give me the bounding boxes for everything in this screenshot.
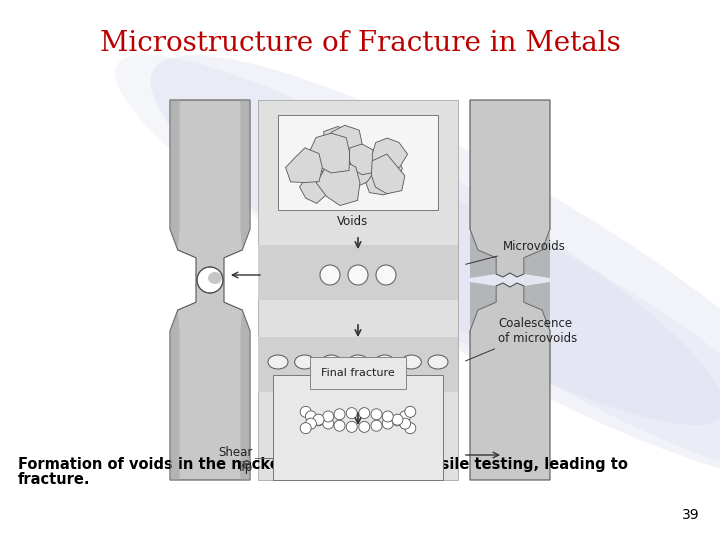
- Ellipse shape: [401, 355, 421, 369]
- Bar: [258, 100, 458, 480]
- Polygon shape: [372, 154, 405, 194]
- Circle shape: [405, 406, 416, 417]
- Circle shape: [382, 411, 393, 422]
- Ellipse shape: [428, 355, 448, 369]
- Ellipse shape: [294, 355, 315, 369]
- Circle shape: [392, 415, 403, 426]
- Circle shape: [300, 406, 311, 417]
- Circle shape: [300, 423, 311, 434]
- Polygon shape: [470, 100, 550, 277]
- Circle shape: [382, 418, 393, 429]
- Ellipse shape: [150, 55, 720, 485]
- Polygon shape: [300, 168, 331, 204]
- Circle shape: [348, 265, 368, 285]
- Text: Final fracture: Final fracture: [321, 368, 395, 378]
- Circle shape: [313, 414, 324, 425]
- Circle shape: [359, 421, 370, 433]
- Polygon shape: [372, 138, 408, 171]
- Polygon shape: [524, 229, 550, 278]
- Polygon shape: [349, 144, 376, 174]
- Circle shape: [392, 414, 403, 425]
- Text: fracture.: fracture.: [18, 472, 91, 487]
- Circle shape: [346, 408, 357, 418]
- Circle shape: [323, 411, 334, 422]
- Text: Microvoids: Microvoids: [466, 240, 566, 264]
- Polygon shape: [323, 125, 362, 163]
- Circle shape: [371, 420, 382, 431]
- Circle shape: [334, 420, 345, 431]
- Ellipse shape: [268, 355, 288, 369]
- Polygon shape: [470, 229, 496, 278]
- Bar: [278, 115, 438, 210]
- Polygon shape: [364, 164, 400, 195]
- Circle shape: [400, 411, 410, 422]
- Circle shape: [359, 408, 370, 418]
- Polygon shape: [524, 282, 550, 331]
- Circle shape: [334, 409, 345, 420]
- Ellipse shape: [115, 55, 720, 425]
- Circle shape: [405, 423, 416, 434]
- Polygon shape: [286, 148, 323, 183]
- Ellipse shape: [348, 355, 368, 369]
- Bar: [258, 337, 458, 392]
- Polygon shape: [170, 100, 250, 480]
- Text: Coalescence
of microvoids: Coalescence of microvoids: [466, 317, 577, 361]
- Ellipse shape: [321, 355, 341, 369]
- Polygon shape: [316, 159, 360, 206]
- Text: Voids: Voids: [338, 215, 369, 228]
- Circle shape: [371, 409, 382, 420]
- Ellipse shape: [374, 355, 395, 369]
- Polygon shape: [375, 154, 402, 183]
- Circle shape: [305, 411, 316, 422]
- Polygon shape: [324, 126, 352, 164]
- Circle shape: [323, 418, 334, 429]
- Circle shape: [400, 418, 410, 429]
- Text: 39: 39: [683, 508, 700, 522]
- Circle shape: [346, 421, 357, 433]
- Text: Formation of voids in the necked region during tensile testing, leading to: Formation of voids in the necked region …: [18, 457, 628, 472]
- Circle shape: [376, 265, 396, 285]
- Circle shape: [197, 267, 223, 293]
- Polygon shape: [470, 282, 496, 331]
- Text: Microstructure of Fracture in Metals: Microstructure of Fracture in Metals: [99, 30, 621, 57]
- Polygon shape: [224, 100, 250, 480]
- Circle shape: [313, 415, 324, 426]
- Polygon shape: [470, 283, 550, 480]
- Polygon shape: [170, 100, 196, 480]
- Polygon shape: [309, 133, 350, 173]
- Polygon shape: [310, 143, 334, 172]
- Ellipse shape: [299, 161, 720, 479]
- Polygon shape: [340, 151, 375, 187]
- Circle shape: [305, 418, 316, 429]
- Bar: [273, 375, 443, 480]
- Ellipse shape: [208, 272, 222, 284]
- Text: Shear
lip: Shear lip: [219, 446, 253, 474]
- Circle shape: [320, 265, 340, 285]
- Bar: [258, 245, 458, 300]
